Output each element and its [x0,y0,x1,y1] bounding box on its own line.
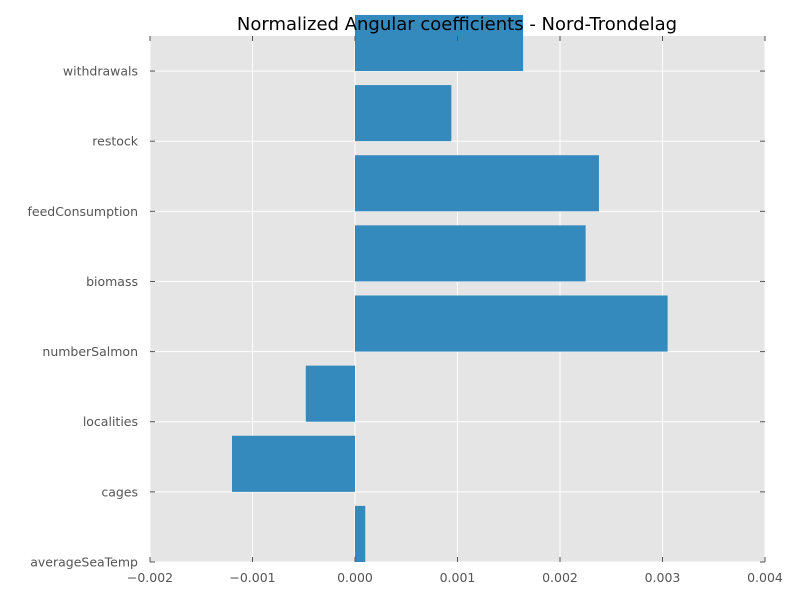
y-tick-label: cages [101,484,138,499]
x-tick-label: 0.002 [542,570,578,585]
tick-marks [149,36,766,563]
bar-localities [305,365,355,422]
y-tick-label: withdrawals [63,64,138,79]
y-tick-labels: averageSeaTemp cages localities numberSalmo… [27,64,138,570]
bar-biomass [355,225,586,282]
x-tick-label: 0.000 [337,570,373,585]
x-tick-label: −0.002 [127,570,173,585]
y-tick-label: numberSalmon [42,344,138,359]
y-tick-label: biomass [86,274,138,289]
y-tick-label: restock [92,134,138,149]
bar-cages [232,435,355,492]
x-tick-label: 0.003 [645,570,681,585]
x-tick-labels: −0.002 −0.001 0.000 0.001 0.002 0.003 0.004 [127,570,783,585]
bar-averageSeaTemp [355,505,366,562]
y-tick-label: localities [83,414,138,429]
y-tick-label: feedConsumption [27,204,138,219]
y-tick-label: averageSeaTemp [30,555,138,570]
x-tick-label: −0.001 [229,570,275,585]
bar-feedConsumption [355,155,599,212]
chart-title: Normalized Angular coefficients - Nord-T… [237,14,677,35]
bar-restock [355,85,452,142]
bars [232,14,668,562]
x-tick-label: 0.001 [440,570,476,585]
bar-withdrawals [355,14,524,72]
x-tick-label: 0.004 [747,570,783,585]
bar-numberSalmon [355,295,668,352]
